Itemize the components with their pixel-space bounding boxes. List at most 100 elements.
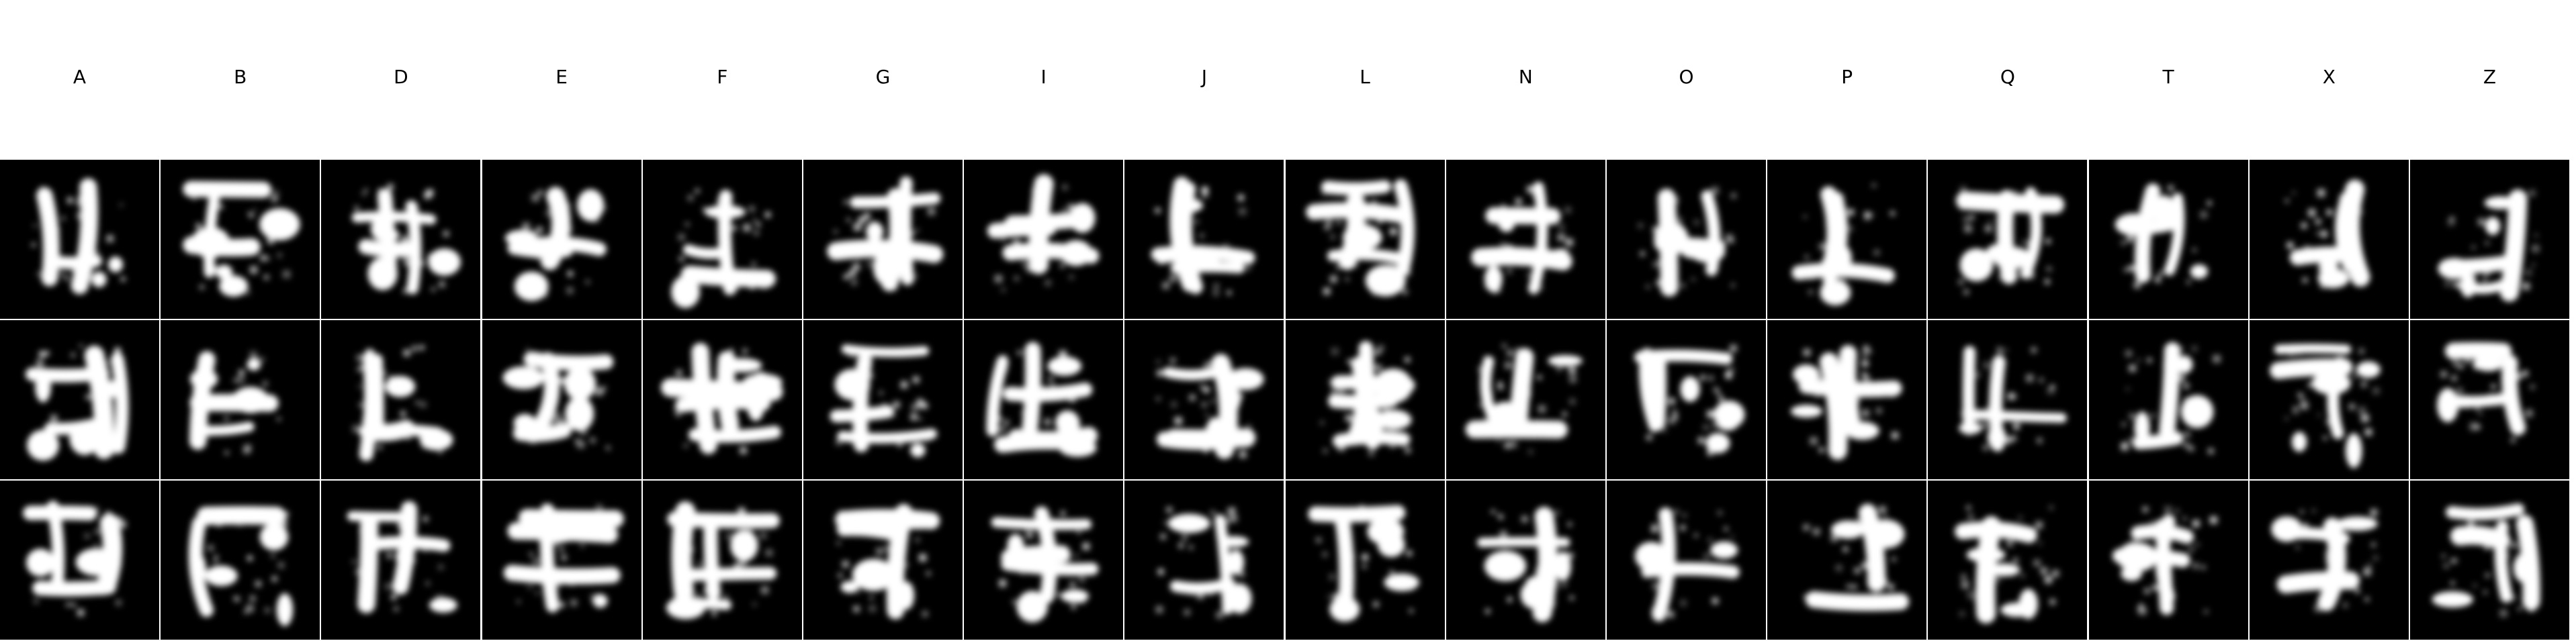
sample-tile-a-1: [0, 160, 159, 319]
sample-tile-j-3: [1124, 481, 1284, 640]
sample-tile-j-2: [1124, 320, 1284, 480]
sample-tile-p-2: [1767, 320, 1927, 480]
glyph-image: [1476, 507, 1574, 623]
glyph-image: [23, 501, 127, 617]
column-label-q: Q: [2000, 66, 2015, 88]
glyph-image: [352, 183, 461, 295]
glyph-image: [1959, 346, 2068, 452]
column-label-z: Z: [2483, 66, 2497, 88]
sample-tile-n-2: [1446, 320, 1605, 480]
glyph-image: [1319, 341, 1415, 456]
sample-tile-f-3: [642, 481, 802, 640]
sample-tile-x-2: [2249, 320, 2409, 480]
glyph-image: [188, 506, 294, 627]
column-label-p: P: [1841, 66, 1853, 88]
glyph-image: [2271, 509, 2379, 613]
glyph-image: [352, 345, 453, 462]
sample-tile-g-1: [803, 160, 963, 319]
glyph-image: [189, 350, 281, 455]
column-label-l: L: [1360, 66, 1370, 88]
sample-tile-o-2: [1607, 320, 1766, 480]
glyph-image: [1307, 505, 1419, 622]
sample-tile-b-2: [161, 320, 320, 480]
glyph-image: [1151, 177, 1255, 297]
glyph-image: [991, 506, 1099, 623]
sample-tile-o-3: [1607, 481, 1766, 640]
glyph-image: [2432, 503, 2540, 618]
glyph-image: [1635, 507, 1740, 622]
sample-tile-q-3: [1928, 481, 2088, 640]
glyph-image: [666, 501, 780, 620]
sample-tile-l-2: [1285, 320, 1445, 480]
glyph-image: [502, 348, 613, 450]
sample-tile-z-2: [2410, 320, 2569, 480]
glyph-image: [1791, 345, 1902, 460]
sample-tile-o-1: [1607, 160, 1766, 319]
column-label-o: O: [1679, 66, 1694, 88]
sample-tile-g-2: [803, 320, 963, 480]
sample-tile-p-1: [1767, 160, 1927, 319]
column-label-f: F: [717, 66, 728, 88]
sample-tile-t-3: [2088, 481, 2248, 640]
sample-tile-j-1: [1124, 160, 1284, 319]
column-label-n: N: [1518, 66, 1533, 88]
glyph-image: [1955, 505, 2059, 624]
glyph-image: [25, 344, 129, 461]
glyph-image: [1470, 181, 1573, 295]
column-label-d: D: [394, 66, 408, 88]
glyph-image: [2437, 342, 2535, 443]
sample-tile-a-3: [0, 481, 159, 640]
sample-tile-i-2: [964, 320, 1124, 480]
sample-tile-i-1: [964, 160, 1124, 319]
glyph-image: [1634, 344, 1745, 456]
sample-tile-d-1: [321, 160, 481, 319]
column-label-e: E: [556, 66, 568, 88]
glyph-image: [2438, 189, 2540, 302]
sample-tile-f-1: [642, 160, 802, 319]
column-label-a: A: [73, 66, 87, 88]
sample-tile-t-1: [2088, 160, 2248, 319]
sample-tile-x-3: [2249, 481, 2409, 640]
glyph-image: [347, 501, 458, 613]
glyph-image: [32, 178, 126, 295]
glyph-image: [2284, 179, 2370, 289]
glyph-image: [503, 503, 624, 613]
sample-tile-z-1: [2410, 160, 2569, 319]
glyph-image: [1638, 187, 1736, 297]
glyph-image: [2269, 344, 2381, 469]
sample-tile-d-2: [321, 320, 481, 480]
glyph-image: [183, 181, 300, 297]
glyph-image: [987, 174, 1100, 293]
sample-tile-x-1: [2249, 160, 2409, 319]
column-label-g: G: [875, 66, 891, 88]
sample-tile-e-2: [482, 320, 641, 480]
sample-tile-d-3: [321, 481, 481, 640]
sample-tile-p-3: [1767, 481, 1927, 640]
sample-tile-i-3: [964, 481, 1124, 640]
glyph-image: [2112, 506, 2217, 615]
glyph-image: [2120, 342, 2221, 454]
sample-tile-a-2: [0, 320, 159, 480]
sample-tile-n-1: [1446, 160, 1605, 319]
sample-tile-z-3: [2410, 481, 2569, 640]
glyph-image: [1956, 186, 2065, 295]
glyph-image: [1791, 183, 1896, 305]
sample-tile-f-2: [642, 320, 802, 480]
column-label-i: I: [1040, 66, 1047, 88]
glyph-image: [504, 187, 608, 301]
sample-tile-g-3: [803, 481, 963, 640]
sample-tile-q-1: [1928, 160, 2088, 319]
column-label-t: T: [2162, 66, 2174, 88]
sample-grid: [0, 160, 2576, 641]
glyph-image: [827, 176, 944, 292]
sample-tile-t-2: [2088, 320, 2248, 480]
glyph-image: [1465, 344, 1583, 454]
glyph-image: [830, 344, 938, 458]
sample-tile-e-3: [482, 481, 641, 640]
sample-tile-l-1: [1285, 160, 1445, 319]
column-label-j: J: [1201, 66, 1208, 88]
glyph-image: [671, 189, 776, 308]
sample-tile-n-3: [1446, 481, 1605, 640]
column-label-x: X: [2322, 66, 2336, 88]
glyph-image: [1305, 179, 1415, 297]
